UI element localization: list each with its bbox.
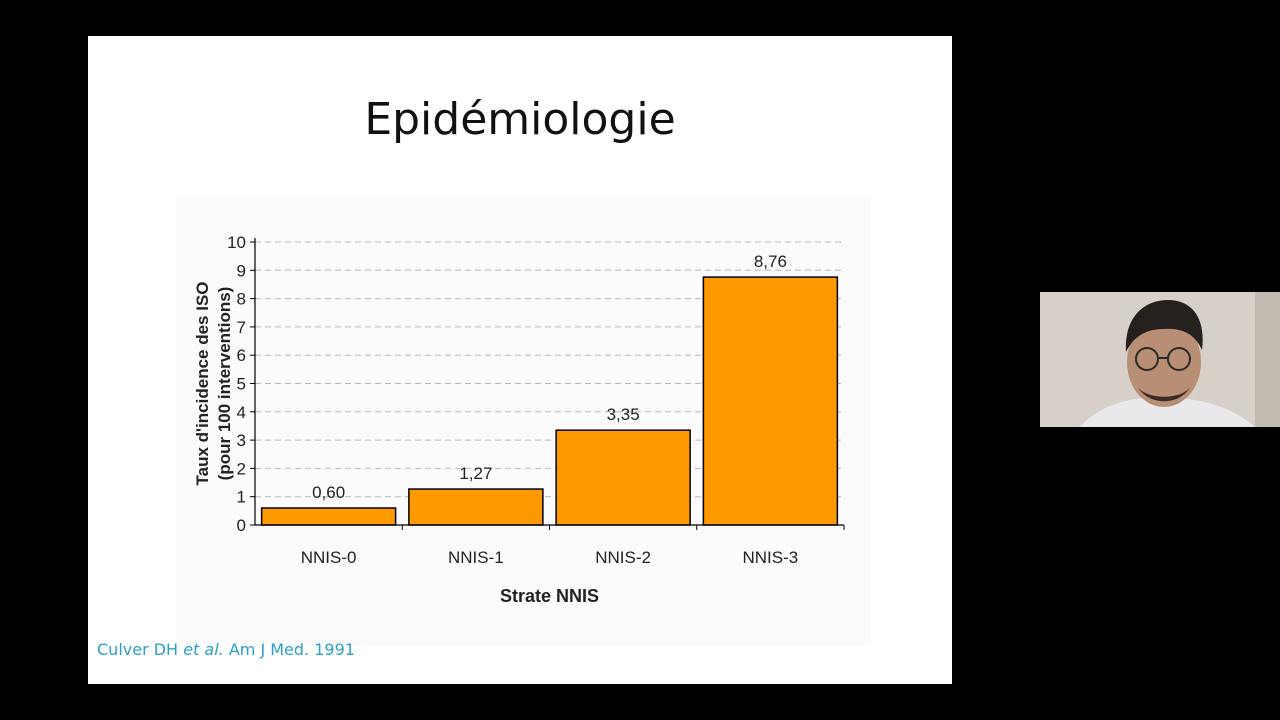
citation-etal: et al. bbox=[183, 640, 224, 659]
bar bbox=[555, 429, 691, 526]
y-tick-label: 3 bbox=[237, 431, 246, 450]
y-axis-title-line2: (pour 100 interventions) bbox=[215, 287, 234, 481]
y-tick-label: 10 bbox=[227, 233, 246, 252]
y-axis-title-line1: Taux d'incidence des ISO bbox=[193, 281, 212, 485]
bar-value-label: 0,60 bbox=[312, 483, 345, 502]
bar-value-label: 1,27 bbox=[459, 464, 492, 483]
y-tick-label: 9 bbox=[237, 261, 246, 280]
x-category-label: NNIS-2 bbox=[595, 548, 651, 567]
citation: Culver DH et al. Am J Med. 1991 bbox=[97, 640, 355, 659]
chart-bars bbox=[260, 276, 839, 526]
presentation-slide: Epidémiologie 0 1 2 3 4 5 6 7 8 9 10 0,60 NNIS-0 1,27… bbox=[88, 36, 952, 684]
chart-axes bbox=[250, 238, 845, 530]
bar-value-label: 3,35 bbox=[607, 405, 640, 424]
x-category-label: NNIS-3 bbox=[743, 548, 799, 567]
bar bbox=[408, 488, 544, 526]
y-tick-label: 2 bbox=[237, 459, 246, 478]
y-tick-label: 4 bbox=[237, 403, 246, 422]
citation-authors: Culver DH bbox=[97, 640, 179, 659]
chart-area: 0 1 2 3 4 5 6 7 8 9 10 0,60 NNIS-0 1,27 NNIS-1 3,35 NNIS… bbox=[176, 196, 871, 646]
y-tick-label: 1 bbox=[237, 488, 246, 507]
bar-value-label: 8,76 bbox=[754, 252, 787, 271]
y-tick-label: 6 bbox=[237, 346, 246, 365]
presenter-webcam bbox=[1040, 292, 1280, 427]
presenter-video-icon bbox=[1040, 292, 1280, 427]
bar-chart: 0 1 2 3 4 5 6 7 8 9 10 0,60 NNIS-0 1,27 NNIS-1 3,35 NNIS… bbox=[193, 233, 845, 606]
y-tick-label: 8 bbox=[237, 290, 246, 309]
bar bbox=[260, 507, 397, 526]
y-tick-label: 5 bbox=[237, 375, 246, 394]
x-category-label: NNIS-1 bbox=[448, 548, 504, 567]
x-category-label: NNIS-0 bbox=[301, 548, 357, 567]
x-axis-title: Strate NNIS bbox=[500, 586, 599, 606]
bar bbox=[702, 276, 839, 526]
chart-labels: 0 1 2 3 4 5 6 7 8 9 10 0,60 NNIS-0 1,27 NNIS-1 3,35 NNIS… bbox=[193, 233, 798, 606]
slide-title: Epidémiologie bbox=[364, 94, 676, 145]
citation-journal: Am J Med. 1991 bbox=[228, 640, 355, 659]
y-tick-label: 7 bbox=[237, 318, 246, 337]
y-tick-label: 0 bbox=[237, 516, 246, 535]
